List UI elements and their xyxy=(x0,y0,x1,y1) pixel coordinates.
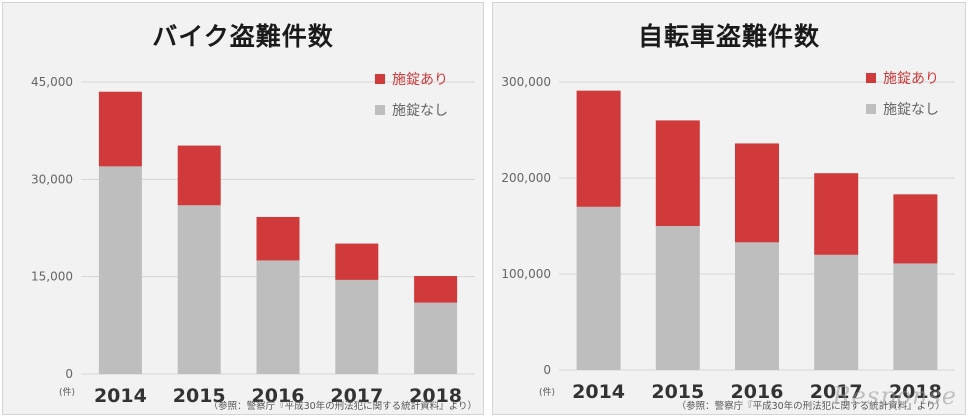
x-tick-label: 2018 xyxy=(889,381,942,403)
x-tick-label: 2016 xyxy=(731,381,784,403)
x-tick-label: 2014 xyxy=(94,385,147,407)
unit-label: (件) xyxy=(59,388,76,398)
bar-locked xyxy=(256,216,300,261)
bar-locked xyxy=(893,194,938,264)
y-tick-label: 0 xyxy=(543,363,551,377)
y-tick-label: 30,000 xyxy=(31,172,73,186)
legend-swatch xyxy=(866,104,876,114)
x-tick-label: 2015 xyxy=(173,385,226,407)
y-tick-label: 100,000 xyxy=(501,267,551,281)
legend-label: 施錠あり xyxy=(883,71,939,87)
bar-locked xyxy=(814,173,859,255)
x-tick-label: 2015 xyxy=(651,381,704,403)
y-tick-label: 200,000 xyxy=(501,171,551,185)
bar-unlocked xyxy=(335,279,379,374)
bar-locked xyxy=(655,120,700,226)
x-tick-label: 2017 xyxy=(330,385,383,407)
y-tick-label: 45,000 xyxy=(31,75,73,89)
bar-unlocked xyxy=(177,205,221,374)
bar-unlocked xyxy=(814,254,859,370)
bar-unlocked xyxy=(98,166,142,374)
x-tick-label: 2017 xyxy=(810,381,863,403)
legend-swatch xyxy=(375,74,385,84)
y-tick-label: 300,000 xyxy=(501,75,551,89)
source-note: （参照：警察庁『平成30年の刑法犯に関する統計資料』より） xyxy=(208,401,477,412)
motorcycle-chart-canvas: 0 15,000 30,000 45,000 2014 2015 2016 2017 2018 施… xyxy=(31,72,475,407)
source-note: （参照：警察庁『平成30年の刑法犯に関する統計資料』より） xyxy=(676,401,945,412)
legend-swatch xyxy=(866,73,876,83)
x-tick-label: 2016 xyxy=(252,385,305,407)
x-tick-label: 2014 xyxy=(572,381,625,403)
bicycle-chart-canvas: 0 100,000 200,000 300,000 2014 2015 2016 2017 20… xyxy=(501,71,955,403)
bar-locked xyxy=(177,145,221,206)
legend-label: 施錠あり xyxy=(392,72,448,88)
chart-title: 自転車盗難件数 xyxy=(637,22,820,51)
bar-locked xyxy=(735,143,779,243)
bar-locked xyxy=(414,276,458,303)
bar-unlocked xyxy=(414,302,458,374)
bar-unlocked xyxy=(893,263,938,370)
chart-title: バイク盗難件数 xyxy=(152,22,334,51)
legend-label: 施錠なし xyxy=(883,102,939,118)
motorcycle-theft-chart: バイク盗難件数 0 15,000 30,000 45,000 2014 2015 2016 2… xyxy=(2,2,484,415)
bar-locked xyxy=(98,91,142,167)
unit-label: (件) xyxy=(539,388,556,398)
legend-swatch xyxy=(375,105,385,115)
bar-locked xyxy=(335,243,379,280)
legend-label: 施錠なし xyxy=(392,103,448,119)
y-tick-label: 0 xyxy=(65,367,73,381)
bar-locked xyxy=(576,90,621,207)
y-tick-label: 15,000 xyxy=(31,270,73,284)
bicycle-theft-chart: 自転車盗難件数 0 100,000 200,000 300,000 2014 2015 20… xyxy=(492,2,966,415)
bar-unlocked xyxy=(735,242,779,370)
response-watermark: Response xyxy=(832,382,957,410)
bar-unlocked xyxy=(576,206,621,370)
bar-unlocked xyxy=(655,226,700,370)
x-tick-label: 2018 xyxy=(409,385,462,407)
bar-unlocked xyxy=(256,260,300,374)
